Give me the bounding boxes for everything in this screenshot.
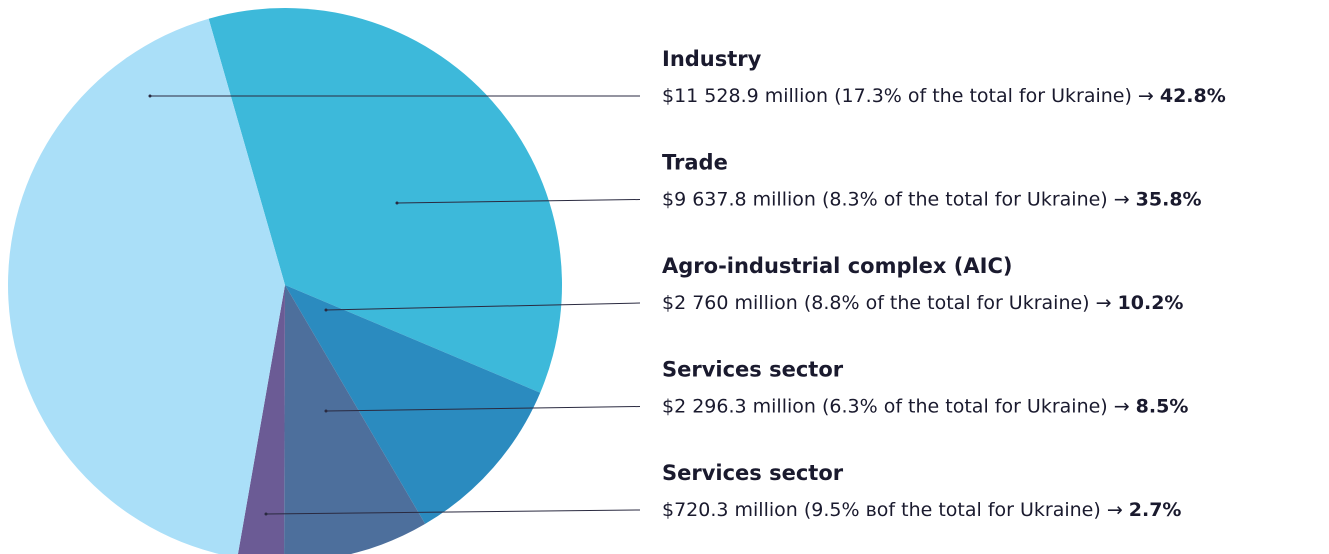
legend-detail: $2 296.3 million (6.3% of the total for … (662, 395, 1188, 417)
legend-title: Services sector (662, 358, 844, 382)
detail-text: $2 296.3 million (6.3% of the total for … (662, 395, 1130, 417)
legend-title: Services sector (662, 461, 844, 485)
pie-slice (284, 285, 426, 554)
legend-title: Industry (662, 47, 762, 71)
detail-text: $2 760 million (8.8% of the total for Uk… (662, 292, 1112, 314)
pie-slice (285, 285, 541, 524)
pie-slice (208, 8, 562, 393)
leader-line (325, 406, 641, 412)
leader-dot (395, 201, 399, 205)
leader-dot (264, 512, 268, 516)
value-label: 42.8% (1160, 85, 1226, 107)
leader-dot (324, 308, 328, 312)
detail-text: $9 637.8 million (8.3% of the total for … (662, 188, 1130, 210)
leader-line (325, 302, 641, 311)
detail-text: $11 528.9 million (17.3% of the total fo… (662, 85, 1154, 107)
legend-title: Trade (662, 151, 728, 175)
legend-detail: $9 637.8 million (8.3% of the total for … (662, 188, 1202, 210)
value-label: 10.2% (1118, 292, 1184, 314)
leader-dot (324, 409, 328, 413)
legend-detail: $2 760 million (8.8% of the total for Uk… (662, 292, 1183, 314)
legend-title: Agro-industrial complex (AIC) (662, 254, 1012, 278)
pie-slice (8, 18, 285, 554)
value-label: 35.8% (1136, 188, 1202, 210)
legend-detail: $720.3 million (9.5% вof the total for U… (662, 499, 1181, 521)
legend-detail: $11 528.9 million (17.3% of the total fo… (662, 85, 1226, 107)
pie-slice (237, 285, 285, 554)
leader-dot (148, 94, 152, 98)
leader-line (396, 199, 641, 204)
detail-text: $720.3 million (9.5% вof the total for U… (662, 499, 1123, 521)
leader-line (265, 509, 641, 515)
value-label: 2.7% (1129, 499, 1182, 521)
value-label: 8.5% (1136, 395, 1189, 417)
